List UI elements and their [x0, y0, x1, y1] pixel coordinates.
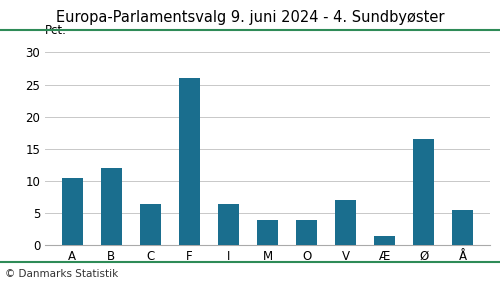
Bar	[100, 168, 122, 245]
Bar	[218, 204, 239, 245]
Bar	[62, 178, 83, 245]
Bar	[335, 200, 356, 245]
Bar	[413, 139, 434, 245]
Text: Pct.: Pct.	[45, 25, 67, 38]
Text: © Danmarks Statistik: © Danmarks Statistik	[5, 269, 118, 279]
Bar	[178, 78, 200, 245]
Text: Europa-Parlamentsvalg 9. juni 2024 - 4. Sundbyøster: Europa-Parlamentsvalg 9. juni 2024 - 4. …	[56, 10, 444, 25]
Bar	[296, 220, 318, 245]
Bar	[140, 204, 161, 245]
Bar	[257, 220, 278, 245]
Bar	[374, 236, 396, 245]
Bar	[452, 210, 473, 245]
